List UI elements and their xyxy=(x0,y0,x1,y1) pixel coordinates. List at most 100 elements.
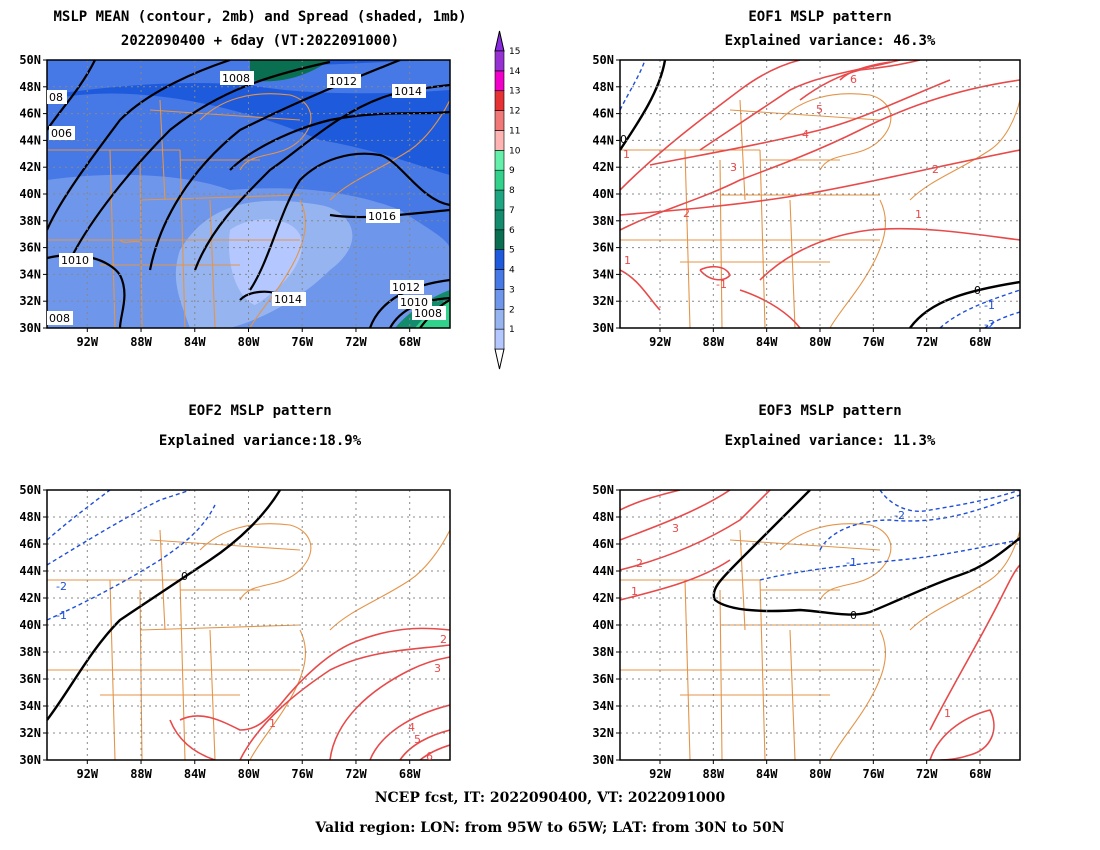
panel4-contour-labels: 3 2 1 0 -1 -2 1 xyxy=(631,509,951,720)
y-tick-label: 36N xyxy=(592,241,614,255)
panel3-grid xyxy=(47,490,450,760)
panel3-contour-labels: 0 -2 -1 1 2 3 4 5 6 xyxy=(56,570,447,763)
colorbar-label: 6 xyxy=(509,226,515,236)
eof2-label-neg1: -1 xyxy=(56,609,67,622)
y-tick-label: 44N xyxy=(592,133,614,147)
x-tick-label: 92W xyxy=(76,767,98,781)
y-tick-label: 32N xyxy=(19,294,41,308)
colorbar-label: 13 xyxy=(509,87,520,97)
x-tick-label: 92W xyxy=(649,335,671,349)
panel2-contour-labels: 6 5 4 3 2 2 1 1 1 -1 0 0 -1 -2 xyxy=(620,73,995,331)
panel2-subtitle: Explained variance: 46.3% xyxy=(724,33,936,49)
x-tick-label: 76W xyxy=(291,335,313,349)
eof1-label-2b: 2 xyxy=(932,163,939,176)
eof2-label-6: 6 xyxy=(426,750,433,763)
y-tick-label: 42N xyxy=(592,591,614,605)
x-tick-label: 80W xyxy=(809,767,831,781)
y-tick-label: 40N xyxy=(592,187,614,201)
clabel-1008-top: 1008 xyxy=(222,72,250,85)
eof3-label-1: 1 xyxy=(631,585,638,598)
eof1-label-2: 2 xyxy=(683,207,690,220)
eof3-positive-contours xyxy=(620,490,1020,760)
colorbar-label: 4 xyxy=(509,266,515,276)
colorbar-swatch xyxy=(494,269,505,290)
panel4-title: EOF3 MSLP pattern xyxy=(758,403,902,419)
x-tick-label: 88W xyxy=(702,767,724,781)
eof2-label-3: 3 xyxy=(434,662,441,675)
colorbar-swatch xyxy=(494,328,505,350)
panel3-title: EOF2 MSLP pattern xyxy=(188,403,332,419)
eof3-label-neg2: -2 xyxy=(894,509,905,522)
y-tick-label: 32N xyxy=(592,726,614,740)
y-tick-label: 42N xyxy=(19,591,41,605)
eof2-label-neg2: -2 xyxy=(56,580,67,593)
x-tick-label: 92W xyxy=(649,767,671,781)
eof1-label-1c: 1 xyxy=(624,254,631,267)
x-tick-label: 72W xyxy=(916,767,938,781)
colorbar-label: 3 xyxy=(509,285,515,295)
y-tick-label: 48N xyxy=(19,510,41,524)
x-tick-label: 72W xyxy=(345,767,367,781)
x-tick-label: 88W xyxy=(130,335,152,349)
colorbar-swatch xyxy=(494,209,505,231)
x-tick-label: 84W xyxy=(756,767,778,781)
colorbar-label: 5 xyxy=(509,246,515,256)
y-tick-label: 42N xyxy=(592,160,614,174)
eof1-label-3: 3 xyxy=(730,161,737,174)
eof1-label-0b: 0 xyxy=(974,284,981,297)
clabel-1010-bottom: 1010 xyxy=(400,296,428,309)
clabel-006: 006 xyxy=(51,127,72,140)
y-tick-label: 44N xyxy=(19,133,41,147)
x-tick-label: 88W xyxy=(130,767,152,781)
map-borders xyxy=(47,523,450,760)
y-tick-label: 48N xyxy=(19,80,41,94)
y-tick-label: 30N xyxy=(19,753,41,767)
y-tick-label: 50N xyxy=(19,53,41,67)
y-tick-label: 50N xyxy=(592,53,614,67)
y-tick-label: 46N xyxy=(19,537,41,551)
y-tick-label: 50N xyxy=(592,483,614,497)
clabel-1014-bottom: 1014 xyxy=(274,293,302,306)
y-tick-label: 40N xyxy=(19,618,41,632)
panel1-contour-labels: 1008 1012 1014 006 08 1010 1016 1014 101… xyxy=(47,71,446,325)
y-tick-label: 34N xyxy=(19,699,41,713)
y-tick-label: 32N xyxy=(19,726,41,740)
colorbar-label: 2 xyxy=(509,305,515,315)
y-tick-label: 30N xyxy=(19,321,41,335)
eof1-label-6: 6 xyxy=(850,73,857,86)
colorbar-label: 1 xyxy=(509,325,515,335)
clabel-1008-bottom: 1008 xyxy=(414,307,442,320)
colorbar-min-arrow xyxy=(494,348,505,370)
x-tick-label: 80W xyxy=(238,335,260,349)
y-tick-label: 46N xyxy=(592,537,614,551)
x-tick-label: 76W xyxy=(862,767,884,781)
eof1-label-neg1b: -1 xyxy=(984,299,995,312)
y-tick-label: 44N xyxy=(592,564,614,578)
y-tick-label: 40N xyxy=(19,187,41,201)
colorbar-swatch xyxy=(494,130,505,151)
colorbar-label: 7 xyxy=(509,206,515,216)
y-tick-label: 40N xyxy=(592,618,614,632)
clabel-1010-left: 1010 xyxy=(61,254,89,267)
y-tick-label: 30N xyxy=(592,321,614,335)
eof2-label-4: 4 xyxy=(408,721,415,734)
y-tick-label: 34N xyxy=(592,267,614,281)
clabel-1012-top: 1012 xyxy=(329,75,357,88)
x-tick-label: 92W xyxy=(76,335,98,349)
y-tick-label: 32N xyxy=(592,294,614,308)
eof1-label-1: 1 xyxy=(915,208,922,221)
eof3-label-neg1: -1 xyxy=(846,556,857,569)
colorbar-swatch xyxy=(494,50,505,72)
y-tick-label: 48N xyxy=(592,80,614,94)
colorbar-label: 8 xyxy=(509,186,515,196)
clabel-008: 008 xyxy=(49,312,70,325)
eof3-negative-contours xyxy=(759,490,1020,581)
clabel-1016: 1016 xyxy=(368,210,396,223)
colorbar-swatch xyxy=(494,189,505,211)
colorbar-swatch xyxy=(494,90,505,111)
eof1-label-0: 0 xyxy=(620,133,627,146)
x-tick-label: 80W xyxy=(238,767,260,781)
y-tick-label: 34N xyxy=(592,699,614,713)
y-tick-label: 38N xyxy=(592,214,614,228)
